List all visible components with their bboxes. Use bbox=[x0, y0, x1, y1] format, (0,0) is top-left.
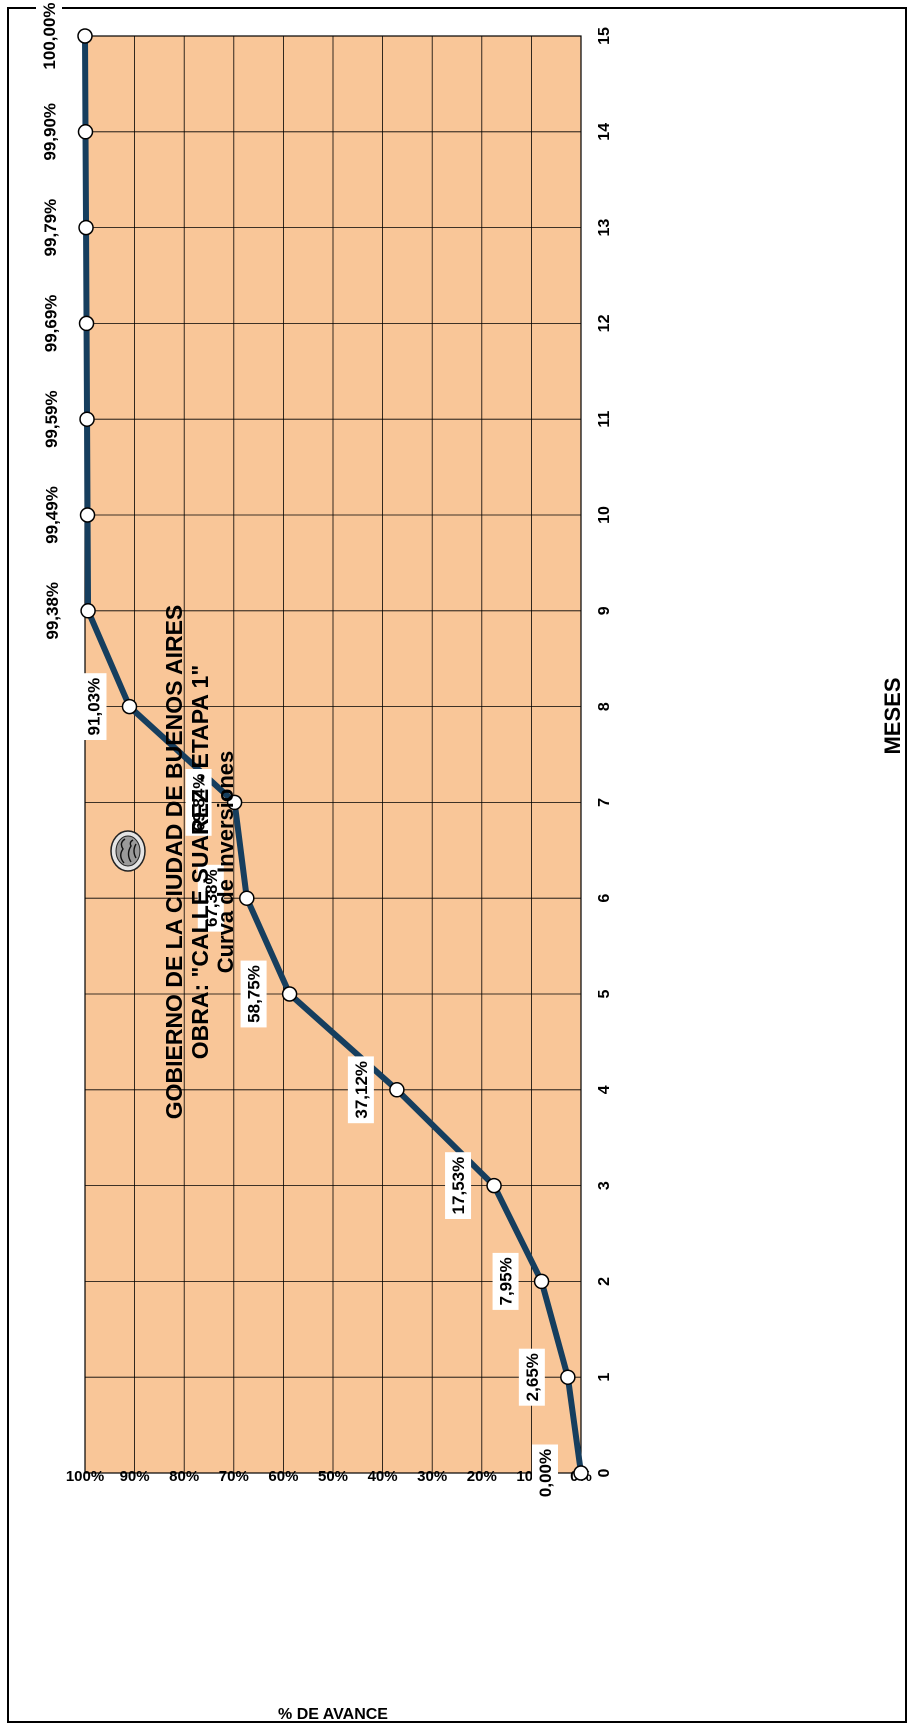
data-label: 99,90% bbox=[36, 98, 62, 165]
x-tick-label: 7 bbox=[596, 798, 613, 807]
data-label: 99,38% bbox=[39, 577, 65, 644]
data-label-text: 91,03% bbox=[84, 678, 103, 736]
city-seal-icon bbox=[111, 831, 145, 871]
x-tick-label: 11 bbox=[596, 411, 613, 428]
data-label-text: 100,00% bbox=[40, 2, 59, 69]
y-tick-label: 70% bbox=[219, 1468, 249, 1485]
data-point bbox=[487, 1179, 501, 1193]
chart-title: GOBIERNO DE LA CIUDAD DE BUENOS AIRES bbox=[161, 605, 187, 1120]
data-point bbox=[535, 1274, 549, 1288]
data-label-text: 17,53% bbox=[449, 1157, 468, 1215]
chart-subtitle-curve: Curva de Inversiones bbox=[213, 751, 238, 974]
data-point bbox=[80, 316, 94, 330]
data-label: 99,69% bbox=[38, 290, 64, 357]
y-tick-label: 40% bbox=[368, 1468, 398, 1485]
data-point bbox=[79, 221, 93, 235]
x-tick-label: 14 bbox=[596, 123, 613, 141]
chart-subtitle-project: OBRA: "CALLE SUAREZ - ETAPA 1" bbox=[187, 665, 213, 1060]
data-label-text: 58,75% bbox=[245, 965, 264, 1023]
data-point bbox=[81, 604, 95, 618]
x-tick-label: 4 bbox=[596, 1085, 613, 1094]
data-label: 91,03% bbox=[80, 673, 106, 740]
data-label: 0,00% bbox=[532, 1445, 558, 1502]
data-point bbox=[80, 412, 94, 426]
data-label-text: 7,95% bbox=[497, 1257, 516, 1305]
x-tick-label: 0 bbox=[596, 1468, 613, 1477]
data-point bbox=[390, 1083, 404, 1097]
x-tick-label: 13 bbox=[596, 219, 613, 237]
data-point bbox=[240, 891, 254, 905]
y-tick-label: 50% bbox=[318, 1468, 348, 1485]
y-tick-label: 100% bbox=[66, 1468, 104, 1485]
data-point bbox=[78, 29, 92, 43]
x-tick-label: 6 bbox=[596, 894, 613, 903]
data-label-text: 37,12% bbox=[352, 1061, 371, 1119]
x-tick-label: 2 bbox=[596, 1277, 613, 1286]
x-tick-label: 15 bbox=[596, 27, 613, 45]
data-label-text: 99,38% bbox=[43, 582, 62, 640]
y-tick-label: 20% bbox=[467, 1468, 497, 1485]
data-label: 58,75% bbox=[241, 961, 267, 1028]
data-label-text: 0,00% bbox=[536, 1449, 555, 1497]
data-label-text: 99,90% bbox=[40, 103, 59, 161]
data-label-text: 99,49% bbox=[43, 486, 62, 544]
x-tick-label: 8 bbox=[596, 702, 613, 711]
data-label: 100,00% bbox=[36, 0, 62, 74]
data-label: 2,65% bbox=[519, 1349, 545, 1406]
data-label: 99,79% bbox=[37, 194, 63, 261]
data-label-text: 99,59% bbox=[42, 390, 61, 448]
y-tick-label: 60% bbox=[268, 1468, 298, 1485]
data-point bbox=[122, 700, 136, 714]
data-label: 99,49% bbox=[39, 482, 65, 549]
x-tick-label: 12 bbox=[596, 314, 613, 332]
y-tick-label: 90% bbox=[120, 1468, 150, 1485]
data-label: 37,12% bbox=[348, 1056, 374, 1123]
data-label: 7,95% bbox=[493, 1253, 519, 1310]
data-point bbox=[561, 1370, 575, 1384]
data-label-text: 99,79% bbox=[41, 199, 60, 257]
y-tick-label: 30% bbox=[417, 1468, 447, 1485]
x-tick-label: 3 bbox=[596, 1181, 613, 1190]
data-label-text: 99,69% bbox=[42, 295, 61, 353]
data-label: 99,59% bbox=[38, 386, 64, 453]
y-tick-label: 80% bbox=[169, 1468, 199, 1485]
data-point bbox=[574, 1466, 588, 1480]
x-tick-label: 1 bbox=[596, 1373, 613, 1382]
x-tick-label: 10 bbox=[596, 506, 613, 524]
data-point bbox=[78, 125, 92, 139]
y-axis-label: % DE AVANCE bbox=[278, 1706, 388, 1723]
x-tick-label: 9 bbox=[596, 606, 613, 615]
x-axis-label: MESES bbox=[880, 677, 905, 754]
data-point bbox=[81, 508, 95, 522]
data-point bbox=[283, 987, 297, 1001]
data-label-text: 2,65% bbox=[523, 1353, 542, 1401]
data-label: 17,53% bbox=[445, 1152, 471, 1219]
x-tick-label: 5 bbox=[596, 989, 613, 998]
